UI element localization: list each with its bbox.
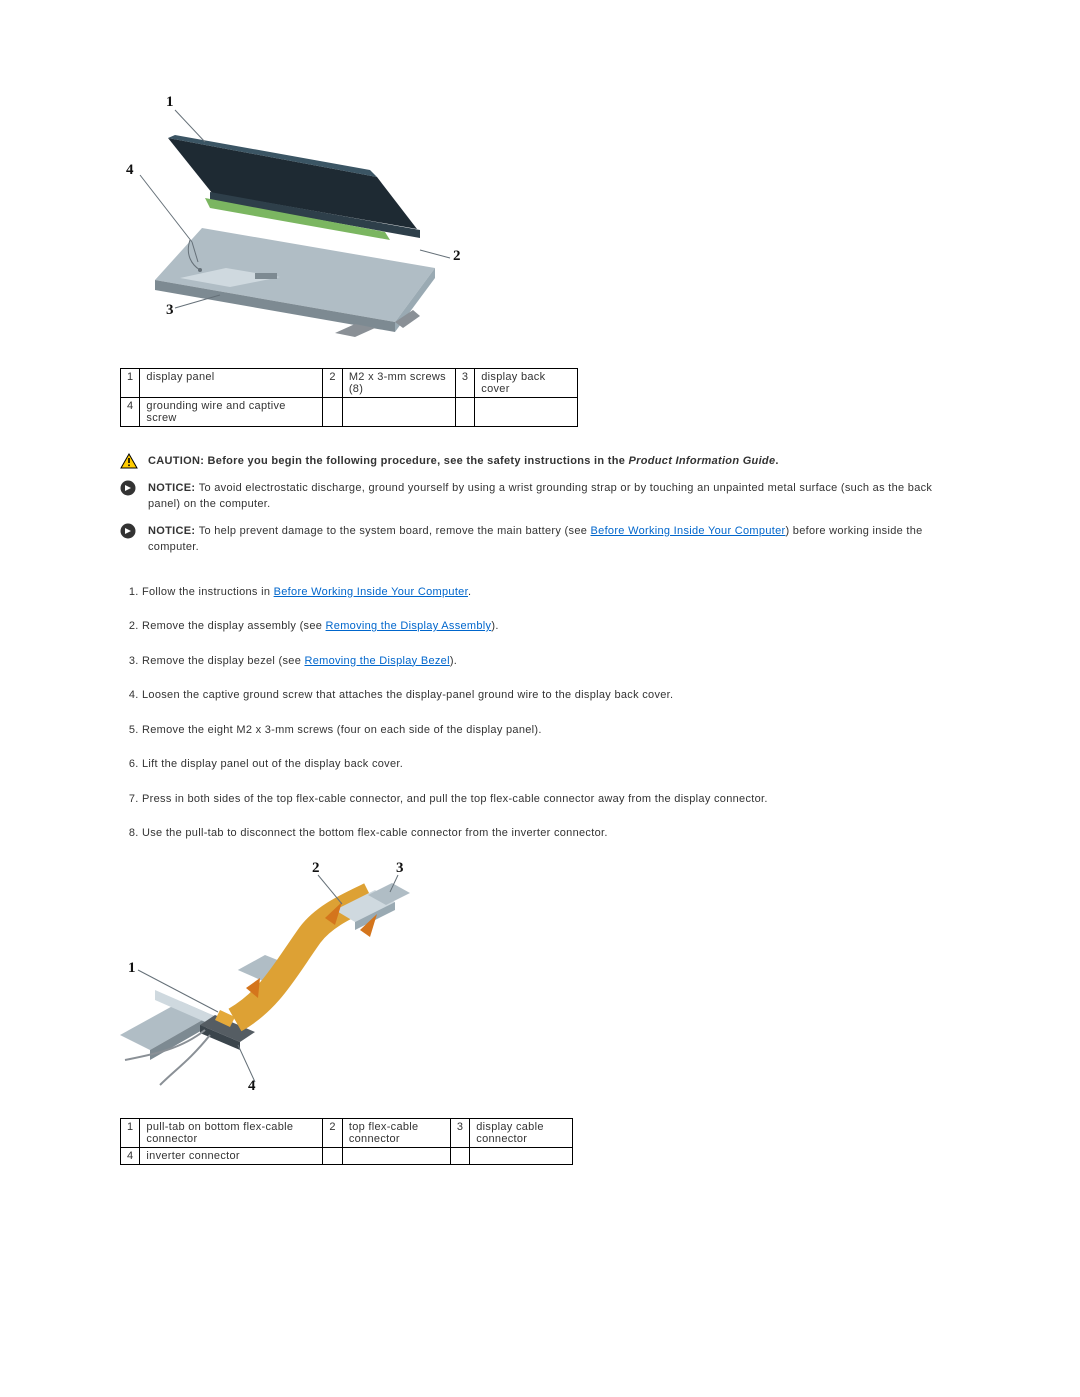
callout-3: 3 [166,302,174,319]
cell-num: 3 [455,369,474,398]
link-removing-display-bezel[interactable]: Removing the Display Bezel [304,655,449,667]
caution-note: CAUTION: Before you begin the following … [120,453,960,470]
notice-body: NOTICE: To help prevent damage to the sy… [148,523,960,556]
callout-1: 1 [128,960,136,977]
table-row: 1 display panel 2 M2 x 3-mm screws (8) 3… [121,369,578,398]
caution-icon [120,453,140,469]
cell-label [475,398,578,427]
cell-label: M2 x 3-mm screws (8) [342,369,455,398]
notice-text: To avoid electrostatic discharge, ground… [148,482,932,511]
link-removing-display-assembly[interactable]: Removing the Display Assembly [326,620,492,632]
cell-label: top flex-cable connector [342,1118,450,1147]
caution-text-1: Before you begin the following procedure… [208,455,629,467]
callout-2: 2 [453,248,461,265]
step-4: Loosen the captive ground screw that att… [142,687,960,704]
cell-label: pull-tab on bottom flex-cable connector [140,1118,323,1147]
callout-2: 2 [312,860,320,877]
document-page: 1 4 2 3 1 display panel 2 M2 x 3-mm scre… [0,0,1080,1391]
step-5: Remove the eight M2 x 3-mm screws (four … [142,722,960,739]
cell-label: display panel [140,369,323,398]
cell-label: display back cover [475,369,578,398]
parts-table-1: 1 display panel 2 M2 x 3-mm screws (8) 3… [120,368,578,427]
caution-text-italic: Product Information Guide [629,455,776,467]
step-1: Follow the instructions in Before Workin… [142,584,960,601]
cell-num [323,1147,342,1164]
step-8: Use the pull-tab to disconnect the botto… [142,825,960,842]
caution-label: CAUTION: [148,455,208,467]
callout-1: 1 [166,94,174,111]
callout-3: 3 [396,860,404,877]
cell-label [342,1147,450,1164]
cell-label: display cable connector [470,1118,573,1147]
cell-num: 2 [323,369,342,398]
caution-text-3: . [775,455,778,467]
cell-num [455,398,474,427]
callout-4: 4 [126,162,134,179]
step-2: Remove the display assembly (see Removin… [142,618,960,635]
step-text: . [468,586,471,598]
table-row: 1 pull-tab on bottom flex-cable connecto… [121,1118,573,1147]
caution-body: CAUTION: Before you begin the following … [148,453,960,470]
cell-label [470,1147,573,1164]
cell-num: 1 [121,1118,140,1147]
notice-note-1: NOTICE: To avoid electrostatic discharge… [120,480,960,513]
table-row: 4 inverter connector [121,1147,573,1164]
step-6: Lift the display panel out of the displa… [142,756,960,773]
step-3: Remove the display bezel (see Removing t… [142,653,960,670]
cell-num [450,1147,469,1164]
notice-label: NOTICE: [148,482,199,494]
table-row: 4 grounding wire and captive screw [121,398,578,427]
step-text: ). [491,620,498,632]
procedure-steps: Follow the instructions in Before Workin… [120,584,960,842]
cell-label [342,398,455,427]
notice-label: NOTICE: [148,525,199,537]
cell-num: 4 [121,1147,140,1164]
step-text: ). [450,655,457,667]
step-text: Follow the instructions in [142,586,274,598]
cell-num: 1 [121,369,140,398]
cell-num: 3 [450,1118,469,1147]
notice-body: NOTICE: To avoid electrostatic discharge… [148,480,960,513]
notice-text-1: To help prevent damage to the system boa… [199,525,591,537]
callout-4: 4 [248,1078,256,1095]
notice-icon [120,480,140,496]
step-7: Press in both sides of the top flex-cabl… [142,791,960,808]
cell-label: inverter connector [140,1147,323,1164]
parts-table-2: 1 pull-tab on bottom flex-cable connecto… [120,1118,573,1165]
figure-display-panel: 1 4 2 3 [120,80,960,350]
link-before-working[interactable]: Before Working Inside Your Computer [274,586,468,598]
link-before-working[interactable]: Before Working Inside Your Computer [591,525,786,537]
figure2-svg [120,860,410,1100]
cell-num: 2 [323,1118,342,1147]
cell-num: 4 [121,398,140,427]
cell-num [323,398,342,427]
step-text: Remove the display assembly (see [142,620,326,632]
notice-icon [120,523,140,539]
step-text: Remove the display bezel (see [142,655,304,667]
figure-flex-cable: 1 2 3 4 [120,860,960,1100]
notice-note-2: NOTICE: To help prevent damage to the sy… [120,523,960,556]
cell-label: grounding wire and captive screw [140,398,323,427]
